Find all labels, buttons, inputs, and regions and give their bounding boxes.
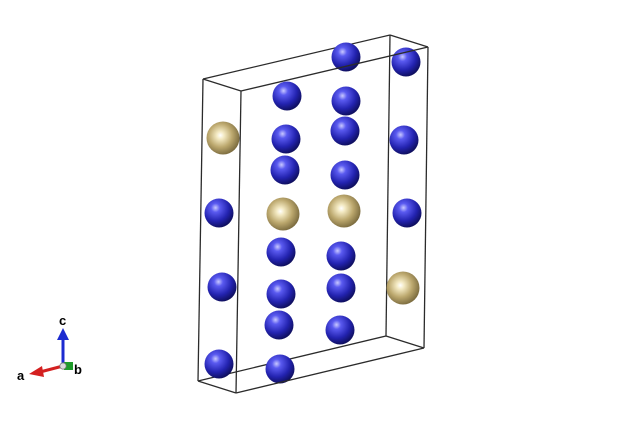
- cell-edge: [197, 78, 204, 382]
- unit-cell-front: [197, 46, 429, 394]
- gold-atom[interactable]: [327, 194, 361, 228]
- blue-atom[interactable]: [266, 279, 296, 309]
- axes-indicator: c a b: [17, 313, 82, 383]
- cell-edge: [197, 380, 237, 394]
- blue-atom[interactable]: [331, 86, 361, 116]
- blue-atom[interactable]: [204, 349, 234, 379]
- cell-edge: [235, 347, 425, 394]
- axis-b-arrow: [64, 362, 73, 370]
- cell-edge: [202, 78, 242, 92]
- cell-edge: [385, 335, 425, 349]
- blue-atom[interactable]: [330, 160, 360, 190]
- blue-atom[interactable]: [204, 198, 234, 228]
- blue-atom[interactable]: [266, 237, 296, 267]
- blue-atom[interactable]: [272, 81, 302, 111]
- axis-origin: [59, 362, 67, 370]
- blue-atom[interactable]: [331, 42, 361, 72]
- gold-atom[interactable]: [266, 197, 300, 231]
- blue-atom[interactable]: [264, 310, 294, 340]
- atoms-group: [204, 42, 422, 384]
- cell-edge: [235, 90, 242, 394]
- cell-edge: [423, 46, 429, 349]
- axis-b-label: b: [74, 362, 82, 377]
- axis-a-arrowhead: [29, 366, 44, 377]
- gold-atom[interactable]: [386, 271, 420, 305]
- axis-a-arrow: [39, 364, 64, 374]
- cell-edge: [389, 34, 429, 48]
- axis-c-label: c: [59, 313, 66, 328]
- blue-atom[interactable]: [265, 354, 295, 384]
- blue-atom[interactable]: [391, 47, 421, 77]
- blue-atom[interactable]: [389, 125, 419, 155]
- blue-atom[interactable]: [207, 272, 237, 302]
- axis-a-label: a: [17, 368, 25, 383]
- axis-c-arrowhead: [57, 328, 69, 340]
- blue-atom[interactable]: [330, 116, 360, 146]
- blue-atom[interactable]: [271, 124, 301, 154]
- cell-edge: [202, 34, 391, 80]
- blue-atom[interactable]: [270, 155, 300, 185]
- blue-atom[interactable]: [392, 198, 422, 228]
- gold-atom[interactable]: [206, 121, 240, 155]
- blue-atom[interactable]: [326, 241, 356, 271]
- blue-atom[interactable]: [325, 315, 355, 345]
- cell-edge: [240, 46, 429, 92]
- blue-atom[interactable]: [326, 273, 356, 303]
